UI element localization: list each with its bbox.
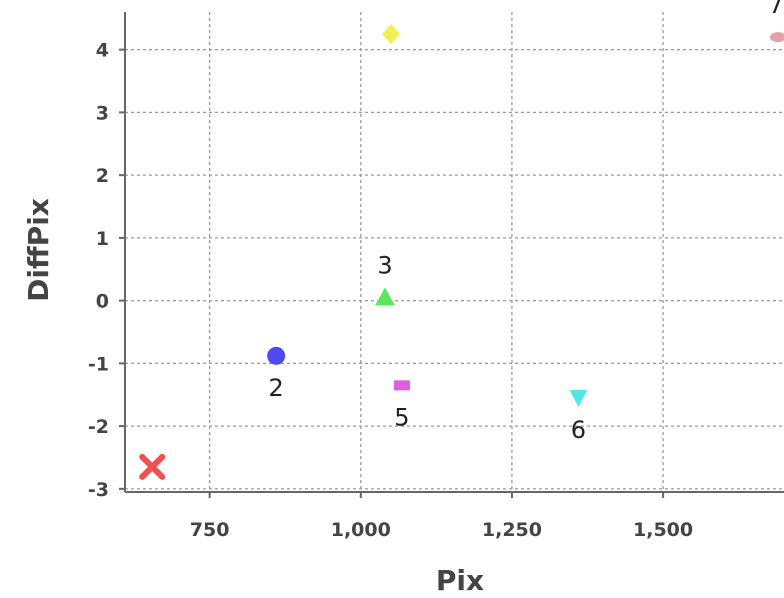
point-marker [769, 32, 784, 43]
x-tick-label: 750 [190, 519, 230, 541]
y-tick-label: 3 [96, 102, 109, 124]
data-point: 2 [267, 346, 286, 402]
y-tick-label: -1 [88, 353, 109, 375]
y-tick-label: 2 [96, 165, 109, 187]
y-tick-label: 0 [96, 291, 109, 313]
point-marker [382, 23, 401, 44]
y-tick-label: 1 [96, 228, 109, 250]
data-point: 7 [768, 0, 784, 43]
point-marker [569, 389, 588, 407]
y-tick-label: -2 [88, 416, 109, 438]
data-point: 6 [569, 389, 588, 444]
point-marker [393, 380, 410, 391]
y-axis-title: DiffPix [22, 198, 55, 302]
data-point [139, 453, 166, 480]
point-label: 7 [768, 0, 783, 19]
data-point: 3 [374, 251, 395, 306]
data-point [382, 23, 401, 44]
point-marker [267, 346, 286, 365]
tick-labels: 750 1,000 1,250 1,500 -3 -2 -1 0 1 2 3 4 [88, 40, 693, 541]
data-points: 2 3 5 6 7 [139, 0, 784, 480]
point-marker [139, 453, 166, 480]
x-axis-title: Pix [436, 564, 484, 597]
axes [119, 12, 784, 498]
point-label: 5 [394, 403, 409, 431]
point-label: 2 [269, 374, 284, 402]
point-label: 3 [377, 251, 392, 279]
x-tick-label: 1,250 [482, 519, 542, 541]
point-marker [374, 287, 395, 306]
x-tick-label: 1,000 [331, 519, 391, 541]
point-label: 6 [571, 416, 586, 444]
x-tick-label: 1,500 [633, 519, 693, 541]
y-tick-label: -3 [88, 479, 109, 501]
data-point: 5 [393, 380, 410, 431]
y-tick-label: 4 [96, 40, 109, 62]
grid [125, 12, 784, 492]
